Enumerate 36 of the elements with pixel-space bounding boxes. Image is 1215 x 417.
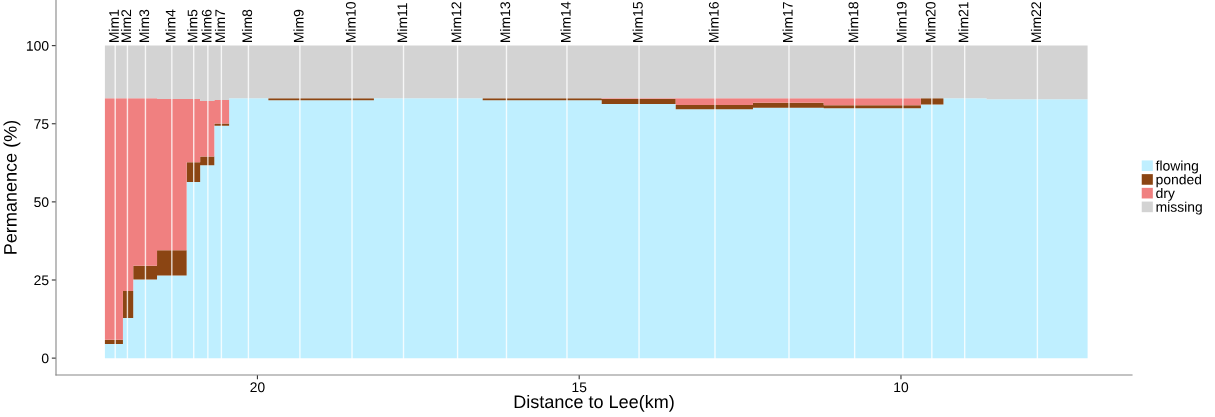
y-tick-label: 50: [34, 197, 49, 208]
ref-line-label: Mim16: [708, 2, 719, 42]
y-axis-title: Permanence (%): [3, 120, 21, 254]
x-tick-label: 15: [572, 382, 587, 393]
ref-line-label: Mim20: [925, 1, 936, 42]
y-tick-label: 0: [41, 353, 49, 364]
ref-line-label: Mim7: [214, 9, 225, 42]
y-tick-label: 75: [34, 119, 49, 129]
y-tick-label: 25: [34, 275, 49, 286]
legend-label: ponded: [1156, 174, 1202, 188]
x-tick-label: 20: [250, 382, 265, 393]
ref-line-label: Mim12: [451, 2, 462, 42]
x-tick-label: 10: [894, 382, 909, 393]
legend-label: missing: [1156, 201, 1202, 215]
ref-line-label: Mim6: [201, 9, 212, 42]
ref-line-label: Mim13: [500, 2, 511, 42]
y-tick-label: 100: [26, 40, 49, 51]
ref-line-label: Mim18: [848, 2, 859, 42]
legend-label: flowing: [1155, 160, 1198, 174]
ref-line-label: Mim9: [293, 9, 304, 42]
ref-line-label: Mim10: [345, 1, 356, 42]
ref-line-label: Mim22: [1030, 2, 1041, 42]
ref-line-label: Mim2: [120, 9, 132, 42]
ref-line-label: Mim5: [187, 9, 198, 42]
ref-line-label: Mim19: [896, 2, 907, 42]
ref-line-label: Mim21: [958, 2, 969, 42]
legend-label: dry: [1156, 187, 1175, 201]
ref-line-label: Mim14: [560, 1, 571, 42]
x-axis-title: Distance to Lee(km): [514, 394, 674, 412]
ref-line-label: Mim1: [108, 9, 119, 42]
ref-line-label: Mim8: [241, 9, 253, 42]
ref-line-label: Mim11: [397, 3, 408, 42]
ref-line-label: Mim4: [165, 9, 176, 42]
ref-line-label: Mim17: [782, 2, 793, 42]
ref-line-label: Mim15: [632, 2, 643, 42]
ref-line-label: Mim3: [138, 9, 150, 42]
